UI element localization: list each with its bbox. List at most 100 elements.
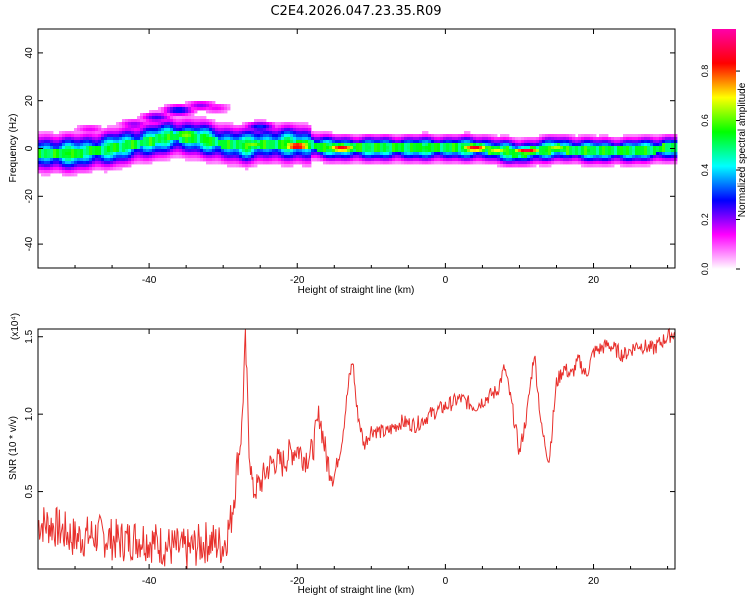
heatmap-cell [209, 152, 213, 156]
heatmap-cell [299, 134, 303, 138]
heatmap-cell [80, 134, 84, 138]
heatmap-cell [353, 146, 357, 150]
heatmap-cell [50, 134, 54, 138]
heatmap-cell [161, 152, 165, 156]
heatmap-cell [623, 137, 627, 141]
heatmap-cell [122, 131, 126, 135]
heatmap-cell [227, 137, 231, 141]
heatmap-cell [653, 149, 657, 153]
heatmap-cell [41, 143, 45, 147]
heatmap-cell [440, 149, 444, 153]
heatmap-cell [101, 143, 105, 147]
heatmap-cell [632, 137, 636, 141]
heatmap-cell [527, 143, 531, 147]
heatmap-cell [302, 158, 306, 162]
heatmap-cell [506, 155, 510, 159]
heatmap-cell [185, 116, 189, 120]
heatmap-cell [422, 140, 426, 144]
heatmap-cell [98, 140, 102, 144]
heatmap-cell [557, 140, 561, 144]
heatmap-cell [128, 134, 132, 138]
heatmap-cell [152, 143, 156, 147]
heatmap-cell [239, 137, 243, 141]
heatmap-cell [350, 134, 354, 138]
heatmap-cell [632, 161, 636, 165]
heatmap-cell [497, 137, 501, 141]
heatmap-cell [293, 143, 297, 147]
heatmap-cell [158, 155, 162, 159]
heatmap-cell [296, 137, 300, 141]
heatmap-cell [278, 152, 282, 156]
heatmap-cell [536, 161, 540, 165]
heatmap-cell [170, 125, 174, 129]
heatmap-cell [533, 161, 537, 165]
heatmap-cell [620, 143, 624, 147]
heatmap-cell [308, 140, 312, 144]
heatmap-cell [110, 155, 114, 159]
heatmap-cell [158, 140, 162, 144]
heatmap-cell [47, 161, 51, 165]
heatmap-cell [248, 158, 252, 162]
heatmap-cell [584, 164, 588, 168]
heatmap-cell [653, 140, 657, 144]
heatmap-cell [149, 116, 153, 120]
heatmap-cell [104, 155, 108, 159]
heatmap-cell [533, 140, 537, 144]
heatmap-cell [86, 158, 90, 162]
heatmap-cell [56, 167, 60, 171]
heatmap-cell [470, 143, 474, 147]
heatmap-cell [185, 155, 189, 159]
heatmap-cell [380, 158, 384, 162]
heatmap-cell [215, 158, 219, 162]
heatmap-cell [206, 161, 210, 165]
heatmap-cell [221, 158, 225, 162]
heatmap-cell [302, 161, 306, 165]
heatmap-cell [215, 143, 219, 147]
heatmap-cell [65, 152, 69, 156]
heatmap-cell [410, 143, 414, 147]
heatmap-cell [107, 137, 111, 141]
heatmap-cell [377, 158, 381, 162]
heatmap-cell [377, 161, 381, 165]
heatmap-cell [224, 128, 228, 132]
heatmap-cell [479, 137, 483, 141]
heatmap-cell [182, 125, 186, 129]
colorbar-ticks: 0.00.20.40.60.8 [700, 65, 740, 275]
heatmap-cell [107, 125, 111, 129]
heatmap-cell [323, 149, 327, 153]
heatmap-cell [230, 155, 234, 159]
heatmap-cell [341, 161, 345, 165]
heatmap-cell [257, 146, 261, 150]
heatmap-cell [299, 152, 303, 156]
heatmap-cell [71, 152, 75, 156]
heatmap-cell [437, 161, 441, 165]
heatmap-cell [299, 140, 303, 144]
heatmap-cell [269, 149, 273, 153]
heatmap-cell [218, 104, 222, 108]
heatmap-cell [524, 137, 528, 141]
heatmap-cell [242, 164, 246, 168]
heatmap-cell [227, 128, 231, 132]
heatmap-cell [392, 155, 396, 159]
heatmap-cell [146, 143, 150, 147]
heatmap-cell [668, 140, 672, 144]
heatmap-cell [155, 119, 159, 123]
heatmap-cell [245, 161, 249, 165]
heatmap-cell [182, 143, 186, 147]
heatmap-cell [386, 155, 390, 159]
heatmap-cell [173, 122, 177, 126]
heatmap-cell [659, 137, 663, 141]
heatmap-cell [182, 128, 186, 132]
heatmap-cell [620, 146, 624, 150]
heatmap-cell [98, 149, 102, 153]
heatmap-cell [353, 152, 357, 156]
heatmap-cell [158, 125, 162, 129]
heatmap-cell [605, 143, 609, 147]
heatmap-cell [182, 113, 186, 117]
heatmap-cell [170, 110, 174, 114]
heatmap-cell [593, 158, 597, 162]
heatmap-cell [326, 152, 330, 156]
heatmap-cell [131, 128, 135, 132]
heatmap-cell [491, 140, 495, 144]
heatmap-cell [365, 140, 369, 144]
